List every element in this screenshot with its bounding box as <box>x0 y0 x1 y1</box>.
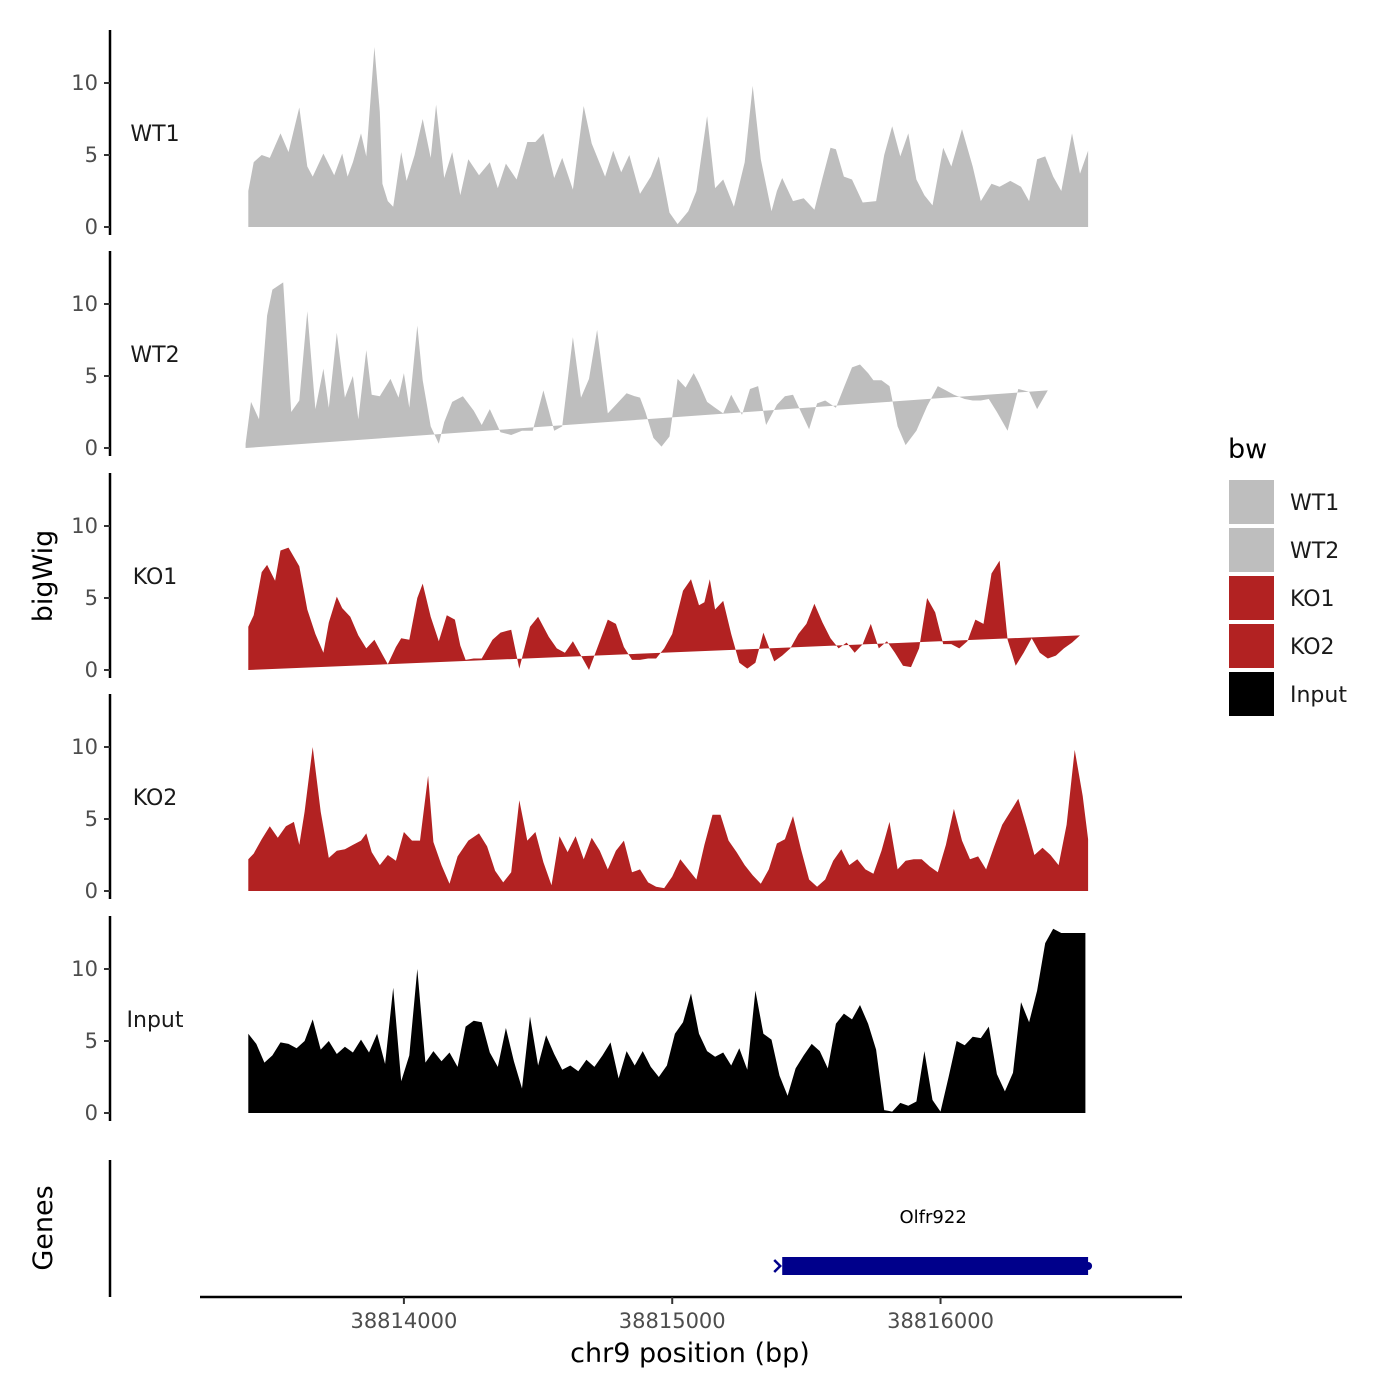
y-tick-label: 5 <box>85 143 98 167</box>
y-tick-label: 10 <box>71 71 98 95</box>
y-tick-label: 10 <box>71 957 98 981</box>
x-tick-label: 38814000 <box>350 1309 457 1333</box>
coverage-area-input <box>248 928 1086 1113</box>
y-tick-label: 0 <box>85 215 98 239</box>
y-tick-label: 5 <box>85 1029 98 1053</box>
legend-swatch <box>1229 576 1274 620</box>
y-tick-label: 10 <box>71 292 98 316</box>
track-label: WT1 <box>130 122 179 147</box>
legend-label: WT1 <box>1290 491 1339 516</box>
coverage-tracks: 0 5 10 WT1 0 5 10 WT2 0 5 10 KO1 0 5 10 KO2 0 5 10 Input <box>71 30 1089 1125</box>
gene-body <box>782 1257 1089 1275</box>
legend-label: WT2 <box>1290 539 1339 564</box>
y-tick-label: 5 <box>85 807 98 831</box>
gene-label: Olfr922 <box>900 1207 967 1228</box>
track-wt2: 0 5 10 WT2 <box>71 251 1048 460</box>
coverage-area-wt2 <box>245 282 1048 448</box>
legend-swatch <box>1229 528 1274 572</box>
legend-swatch <box>1229 672 1274 716</box>
x-tick-label: 38816000 <box>887 1309 994 1333</box>
gene-strand-marker <box>773 1259 782 1273</box>
legend: bw WT1 WT2 KO1 KO2 Input <box>1228 434 1347 716</box>
y-tick-label: 5 <box>85 586 98 610</box>
legend-swatch <box>1229 480 1274 524</box>
y-tick-label: 0 <box>85 658 98 682</box>
x-axis-title: chr9 position (bp) <box>570 1338 810 1369</box>
track-label: WT2 <box>130 343 179 368</box>
legend-label: KO1 <box>1290 587 1335 612</box>
track-label: Input <box>127 1008 184 1033</box>
track-input: 0 5 10 Input <box>71 916 1086 1125</box>
y-tick-label: 0 <box>85 879 98 903</box>
y-axis-title: bigWig <box>28 530 59 623</box>
coverage-area-ko2 <box>248 747 1089 891</box>
track-ko2: 0 5 10 KO2 <box>71 694 1089 903</box>
track-label: KO2 <box>133 786 178 811</box>
track-ko1: 0 5 10 KO1 <box>71 473 1081 682</box>
coverage-area-ko1 <box>248 547 1081 670</box>
legend-swatch <box>1229 624 1274 668</box>
track-wt1: 0 5 10 WT1 <box>71 30 1089 239</box>
y-tick-label: 0 <box>85 1101 98 1125</box>
legend-title: bw <box>1228 434 1267 465</box>
x-tick-label: 38815000 <box>619 1309 726 1333</box>
x-axis: 38814000 38815000 38816000 <box>200 1295 1182 1333</box>
track-label: KO1 <box>133 565 178 590</box>
coverage-area-wt1 <box>248 47 1089 227</box>
y-tick-label: 10 <box>71 514 98 538</box>
y-tick-label: 0 <box>85 436 98 460</box>
gene-end-marker <box>1084 1262 1093 1270</box>
y-tick-label: 10 <box>71 735 98 759</box>
legend-label: Input <box>1290 683 1347 708</box>
genes-axis-title: Genes <box>28 1185 59 1270</box>
legend-label: KO2 <box>1290 635 1335 660</box>
y-tick-label: 5 <box>85 364 98 388</box>
genes-panel: Olfr922 <box>108 1160 1093 1297</box>
